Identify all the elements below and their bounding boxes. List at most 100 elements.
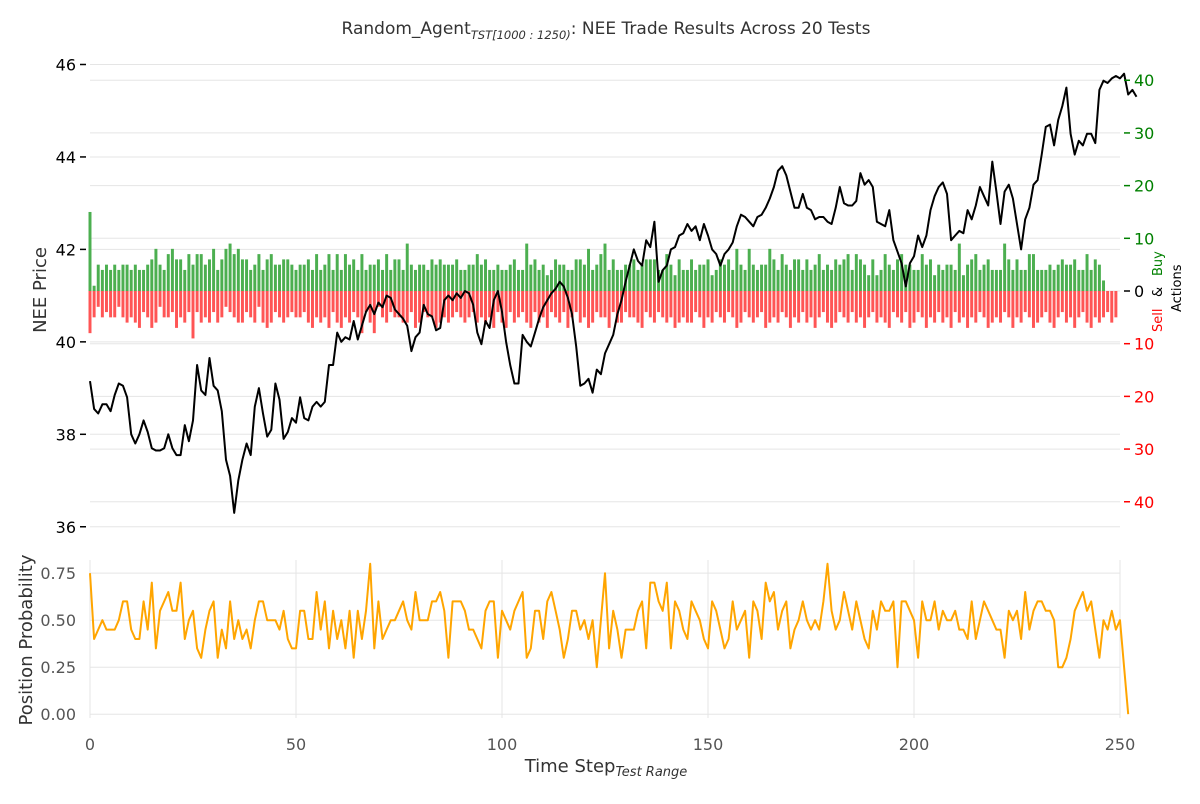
sell-bar bbox=[360, 291, 364, 334]
sell-bar bbox=[121, 291, 125, 318]
buy-bar bbox=[933, 275, 937, 291]
buy-bar bbox=[632, 259, 636, 291]
sell-bar bbox=[1114, 291, 1118, 318]
sell-bar bbox=[920, 291, 924, 318]
buy-bar bbox=[512, 259, 516, 291]
sell-bar bbox=[541, 291, 545, 318]
sell-bar bbox=[549, 291, 553, 313]
sell-bar bbox=[615, 291, 619, 323]
sell-bar bbox=[764, 291, 768, 328]
sell-bar bbox=[1044, 291, 1048, 313]
buy-bar bbox=[269, 254, 273, 291]
buy-bar bbox=[1097, 264, 1101, 291]
sell-bar bbox=[150, 291, 154, 328]
buy-bar bbox=[867, 275, 871, 291]
buy-bar bbox=[817, 254, 821, 291]
sell-bar bbox=[203, 291, 207, 318]
actions-axis-label-buy: Buy bbox=[1151, 251, 1166, 276]
price-tick-label: 36 bbox=[56, 518, 76, 537]
sell-bar bbox=[982, 291, 986, 318]
sell-bar bbox=[92, 291, 96, 318]
buy-bar bbox=[109, 269, 113, 291]
buy-bar bbox=[240, 259, 244, 291]
sell-bar bbox=[727, 291, 731, 313]
sell-bar bbox=[257, 291, 261, 307]
buy-bar bbox=[694, 269, 698, 291]
sell-bar bbox=[747, 291, 751, 318]
sell-bar bbox=[928, 291, 932, 318]
sell-bar bbox=[574, 291, 578, 313]
actions-tick-label: 40 bbox=[1134, 493, 1154, 512]
buy-bar bbox=[854, 254, 858, 291]
buy-bar bbox=[146, 264, 150, 291]
buy-bar bbox=[282, 259, 286, 291]
sell-bar bbox=[714, 291, 718, 313]
buy-bar bbox=[1093, 259, 1097, 291]
buy-bar bbox=[644, 259, 648, 291]
sell-bar bbox=[434, 291, 438, 328]
sell-bar bbox=[253, 291, 257, 323]
sell-bar bbox=[315, 291, 319, 318]
buy-bar bbox=[891, 269, 895, 291]
sell-bar bbox=[504, 291, 508, 328]
sell-bar bbox=[129, 291, 133, 318]
sell-bar bbox=[393, 291, 397, 318]
sell-bar bbox=[1069, 291, 1073, 318]
buy-bar bbox=[788, 269, 792, 291]
buy-bar bbox=[1102, 280, 1106, 291]
sell-bar bbox=[912, 291, 916, 323]
buy-bar bbox=[1019, 269, 1023, 291]
sell-bar bbox=[137, 291, 141, 328]
sell-bar bbox=[945, 291, 949, 318]
buy-bar bbox=[706, 259, 710, 291]
buy-bar bbox=[459, 269, 463, 291]
buy-bar bbox=[364, 269, 368, 291]
buy-bar bbox=[961, 275, 965, 291]
sell-bar bbox=[578, 291, 582, 323]
buy-bar bbox=[154, 248, 158, 291]
buy-bar bbox=[541, 264, 545, 291]
time-tick-label: 250 bbox=[1105, 735, 1136, 754]
buy-bar bbox=[166, 254, 170, 291]
chart-title-suffix: : NEE Trade Results Across 20 Tests bbox=[571, 19, 871, 39]
sell-bar bbox=[788, 291, 792, 328]
sell-bar bbox=[611, 291, 615, 313]
sell-bar bbox=[310, 291, 314, 328]
sell-bar bbox=[591, 291, 595, 323]
buy-bar bbox=[426, 269, 430, 291]
buy-bar bbox=[900, 254, 904, 291]
sell-bar bbox=[937, 291, 941, 313]
buy-bar bbox=[455, 259, 459, 291]
sell-bar bbox=[875, 291, 879, 323]
sell-bar bbox=[966, 291, 970, 328]
sell-bar bbox=[475, 291, 479, 323]
buy-bar bbox=[191, 264, 195, 291]
buy-bar bbox=[710, 275, 714, 291]
sell-bar bbox=[685, 291, 689, 323]
sell-bar bbox=[158, 291, 162, 307]
sell-bar bbox=[1040, 291, 1044, 318]
actions-tick-label: 30 bbox=[1134, 440, 1154, 459]
sell-bar bbox=[619, 291, 623, 323]
sell-bar bbox=[282, 291, 286, 323]
buy-bar bbox=[137, 269, 141, 291]
sell-bar bbox=[1102, 291, 1106, 318]
buy-bar bbox=[170, 248, 174, 291]
buy-bar bbox=[405, 243, 409, 291]
sell-bar bbox=[187, 291, 191, 313]
sell-bar bbox=[413, 291, 417, 328]
sell-bar bbox=[1081, 291, 1085, 313]
sell-bar bbox=[319, 291, 323, 323]
sell-bar bbox=[751, 291, 755, 323]
buy-bar bbox=[673, 275, 677, 291]
buy-bar bbox=[578, 259, 582, 291]
buy-bar bbox=[611, 259, 615, 291]
sell-bar bbox=[1089, 291, 1093, 328]
buy-bar bbox=[545, 275, 549, 291]
sell-bar bbox=[648, 291, 652, 318]
actions-tick-label: 20 bbox=[1134, 387, 1154, 406]
buy-bar bbox=[294, 269, 298, 291]
sell-bar bbox=[249, 291, 253, 318]
sell-bar bbox=[496, 291, 500, 313]
chart-title: Random_AgentTST[1000 : 1250): NEE Trade … bbox=[342, 19, 871, 42]
